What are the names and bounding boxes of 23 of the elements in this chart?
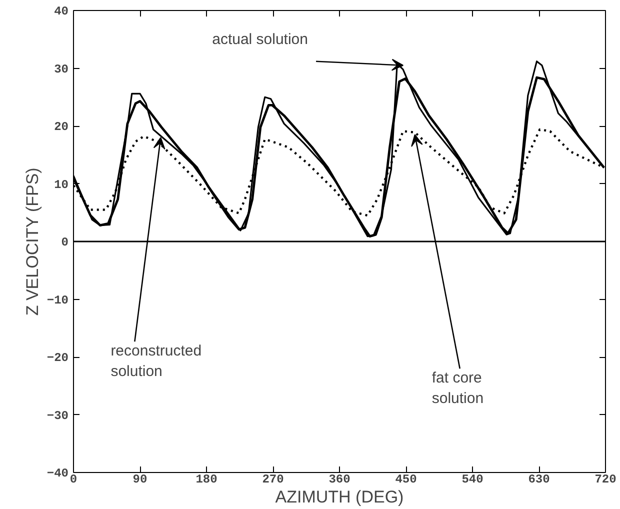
x-tick-label: 90 <box>132 472 148 486</box>
y-tick-label: 0 <box>61 236 68 250</box>
y-tick-label: 20 <box>54 120 69 134</box>
x-tick-label: 360 <box>328 472 350 486</box>
x-tick-label: 720 <box>594 472 616 486</box>
x-axis-title: AZIMUTH (DEG) <box>275 488 404 506</box>
x-tick-label: 630 <box>528 472 550 486</box>
y-tick-label: −30 <box>46 408 69 423</box>
x-tick-label: 0 <box>70 472 78 486</box>
y-axis-title: Z VELOCITY (FPS) <box>22 168 42 316</box>
y-tick-label: 40 <box>54 4 69 18</box>
x-tick-label: 270 <box>262 472 284 486</box>
annotation: reconstructed solution <box>110 342 202 380</box>
annotation: actual solution <box>212 30 308 48</box>
y-tick-label: −40 <box>46 466 69 480</box>
y-tick-label: 10 <box>54 178 69 192</box>
annotation: fat core solution <box>432 370 484 408</box>
x-tick-label: 450 <box>395 472 417 486</box>
x-tick-label: 180 <box>196 472 218 486</box>
x-tick-label: 540 <box>462 472 484 486</box>
y-tick-label: −20 <box>46 351 69 365</box>
y-tick-label: 30 <box>54 62 69 76</box>
y-tick-label: −10 <box>46 293 69 308</box>
